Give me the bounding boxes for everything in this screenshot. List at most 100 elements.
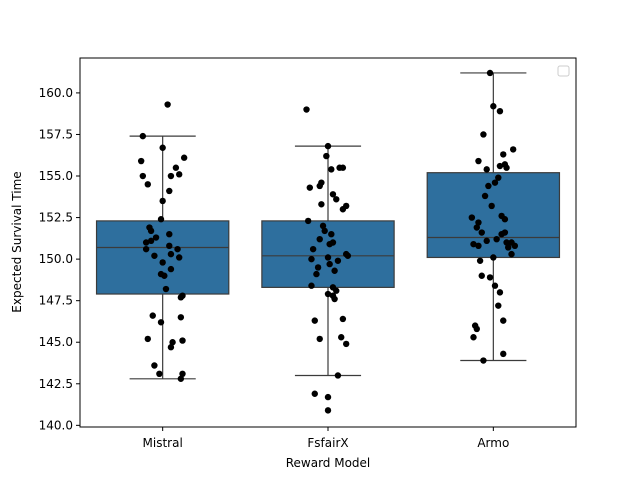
data-point: [495, 174, 502, 181]
data-point: [159, 197, 166, 205]
data-point: [139, 172, 147, 180]
data-point: [339, 206, 347, 213]
points-armo: [468, 69, 519, 364]
data-point: [328, 166, 335, 173]
data-point: [151, 252, 158, 259]
data-point: [306, 184, 314, 191]
legend-box: [557, 65, 570, 77]
y-axis-label: Expected Survival Time: [10, 171, 24, 312]
data-point: [478, 272, 485, 279]
x-axis-label: Reward Model: [286, 456, 371, 470]
data-point: [496, 289, 504, 296]
data-point: [508, 250, 515, 258]
data-point: [166, 187, 173, 195]
data-point: [478, 229, 485, 236]
data-point: [470, 240, 477, 248]
data-point: [180, 154, 188, 161]
data-point: [342, 340, 350, 348]
data-point: [475, 242, 482, 250]
data-point: [169, 339, 176, 346]
data-point: [324, 290, 332, 298]
data-point: [176, 171, 183, 178]
data-point: [486, 274, 494, 281]
data-point: [166, 230, 173, 238]
data-point: [333, 287, 340, 294]
plot-area: [95, 69, 561, 414]
data-point: [311, 390, 318, 397]
y-tick-label: 145.0: [39, 335, 73, 349]
data-point: [475, 219, 482, 226]
y-tick-label: 142.5: [39, 377, 73, 391]
y-tick-label: 147.5: [39, 294, 73, 308]
box-fsfairx: [261, 145, 395, 377]
data-point: [324, 142, 332, 150]
points-mistral: [137, 101, 188, 382]
data-point: [172, 164, 180, 171]
data-point: [167, 172, 175, 180]
data-point: [304, 217, 312, 225]
data-point: [152, 234, 160, 241]
data-point: [338, 334, 345, 341]
box-armo: [426, 72, 561, 362]
y-tick-label: 150.0: [39, 252, 73, 266]
data-point: [491, 282, 499, 289]
data-point: [475, 157, 482, 165]
data-point: [324, 393, 332, 401]
data-point: [164, 101, 171, 108]
data-point: [161, 272, 168, 279]
y-tick-label: 157.5: [39, 127, 73, 141]
data-point: [326, 240, 333, 248]
data-point: [167, 265, 175, 273]
data-point: [311, 317, 318, 324]
data-point: [324, 407, 332, 414]
data-point: [321, 227, 328, 235]
data-point: [167, 250, 175, 258]
x-tick-label: Armo: [477, 436, 509, 450]
data-point: [176, 254, 183, 261]
data-point: [483, 237, 490, 245]
data-point: [470, 334, 477, 341]
data-point: [495, 302, 502, 309]
data-point: [162, 285, 170, 293]
data-point: [157, 319, 165, 326]
data-point: [167, 344, 175, 351]
box-iqr: [426, 172, 561, 259]
data-point: [177, 314, 185, 321]
box-iqr: [95, 220, 230, 295]
data-point: [142, 239, 150, 246]
data-point: [328, 230, 335, 238]
data-point: [488, 202, 495, 210]
data-point: [329, 191, 337, 198]
data-point: [326, 260, 333, 268]
data-point: [339, 315, 347, 323]
data-point: [308, 255, 315, 263]
data-point: [334, 372, 342, 379]
data-point: [333, 196, 340, 203]
data-point: [174, 245, 181, 253]
box-mistral: [95, 135, 230, 380]
data-point: [319, 222, 327, 230]
data-point: [483, 166, 490, 173]
axes: 140.0 142.5 145.0 147.5 150.0 152.5 155.0 157.5…: [39, 57, 577, 450]
data-point: [166, 242, 173, 250]
data-point: [318, 201, 325, 208]
data-point: [149, 312, 156, 319]
data-point: [324, 254, 332, 261]
data-point: [179, 370, 186, 378]
data-point: [496, 162, 504, 170]
data-point: [316, 182, 323, 190]
data-point: [177, 294, 185, 301]
data-point: [156, 370, 163, 378]
data-point: [159, 259, 166, 266]
data-point: [500, 350, 507, 358]
data-point: [485, 182, 492, 190]
data-point: [481, 192, 489, 200]
data-point: [331, 267, 338, 274]
y-tick-label: 152.5: [39, 211, 73, 225]
y-tick-label: 160.0: [39, 86, 73, 100]
data-point: [147, 237, 155, 245]
data-point: [308, 282, 315, 289]
data-point: [323, 152, 330, 160]
data-point: [151, 362, 158, 369]
